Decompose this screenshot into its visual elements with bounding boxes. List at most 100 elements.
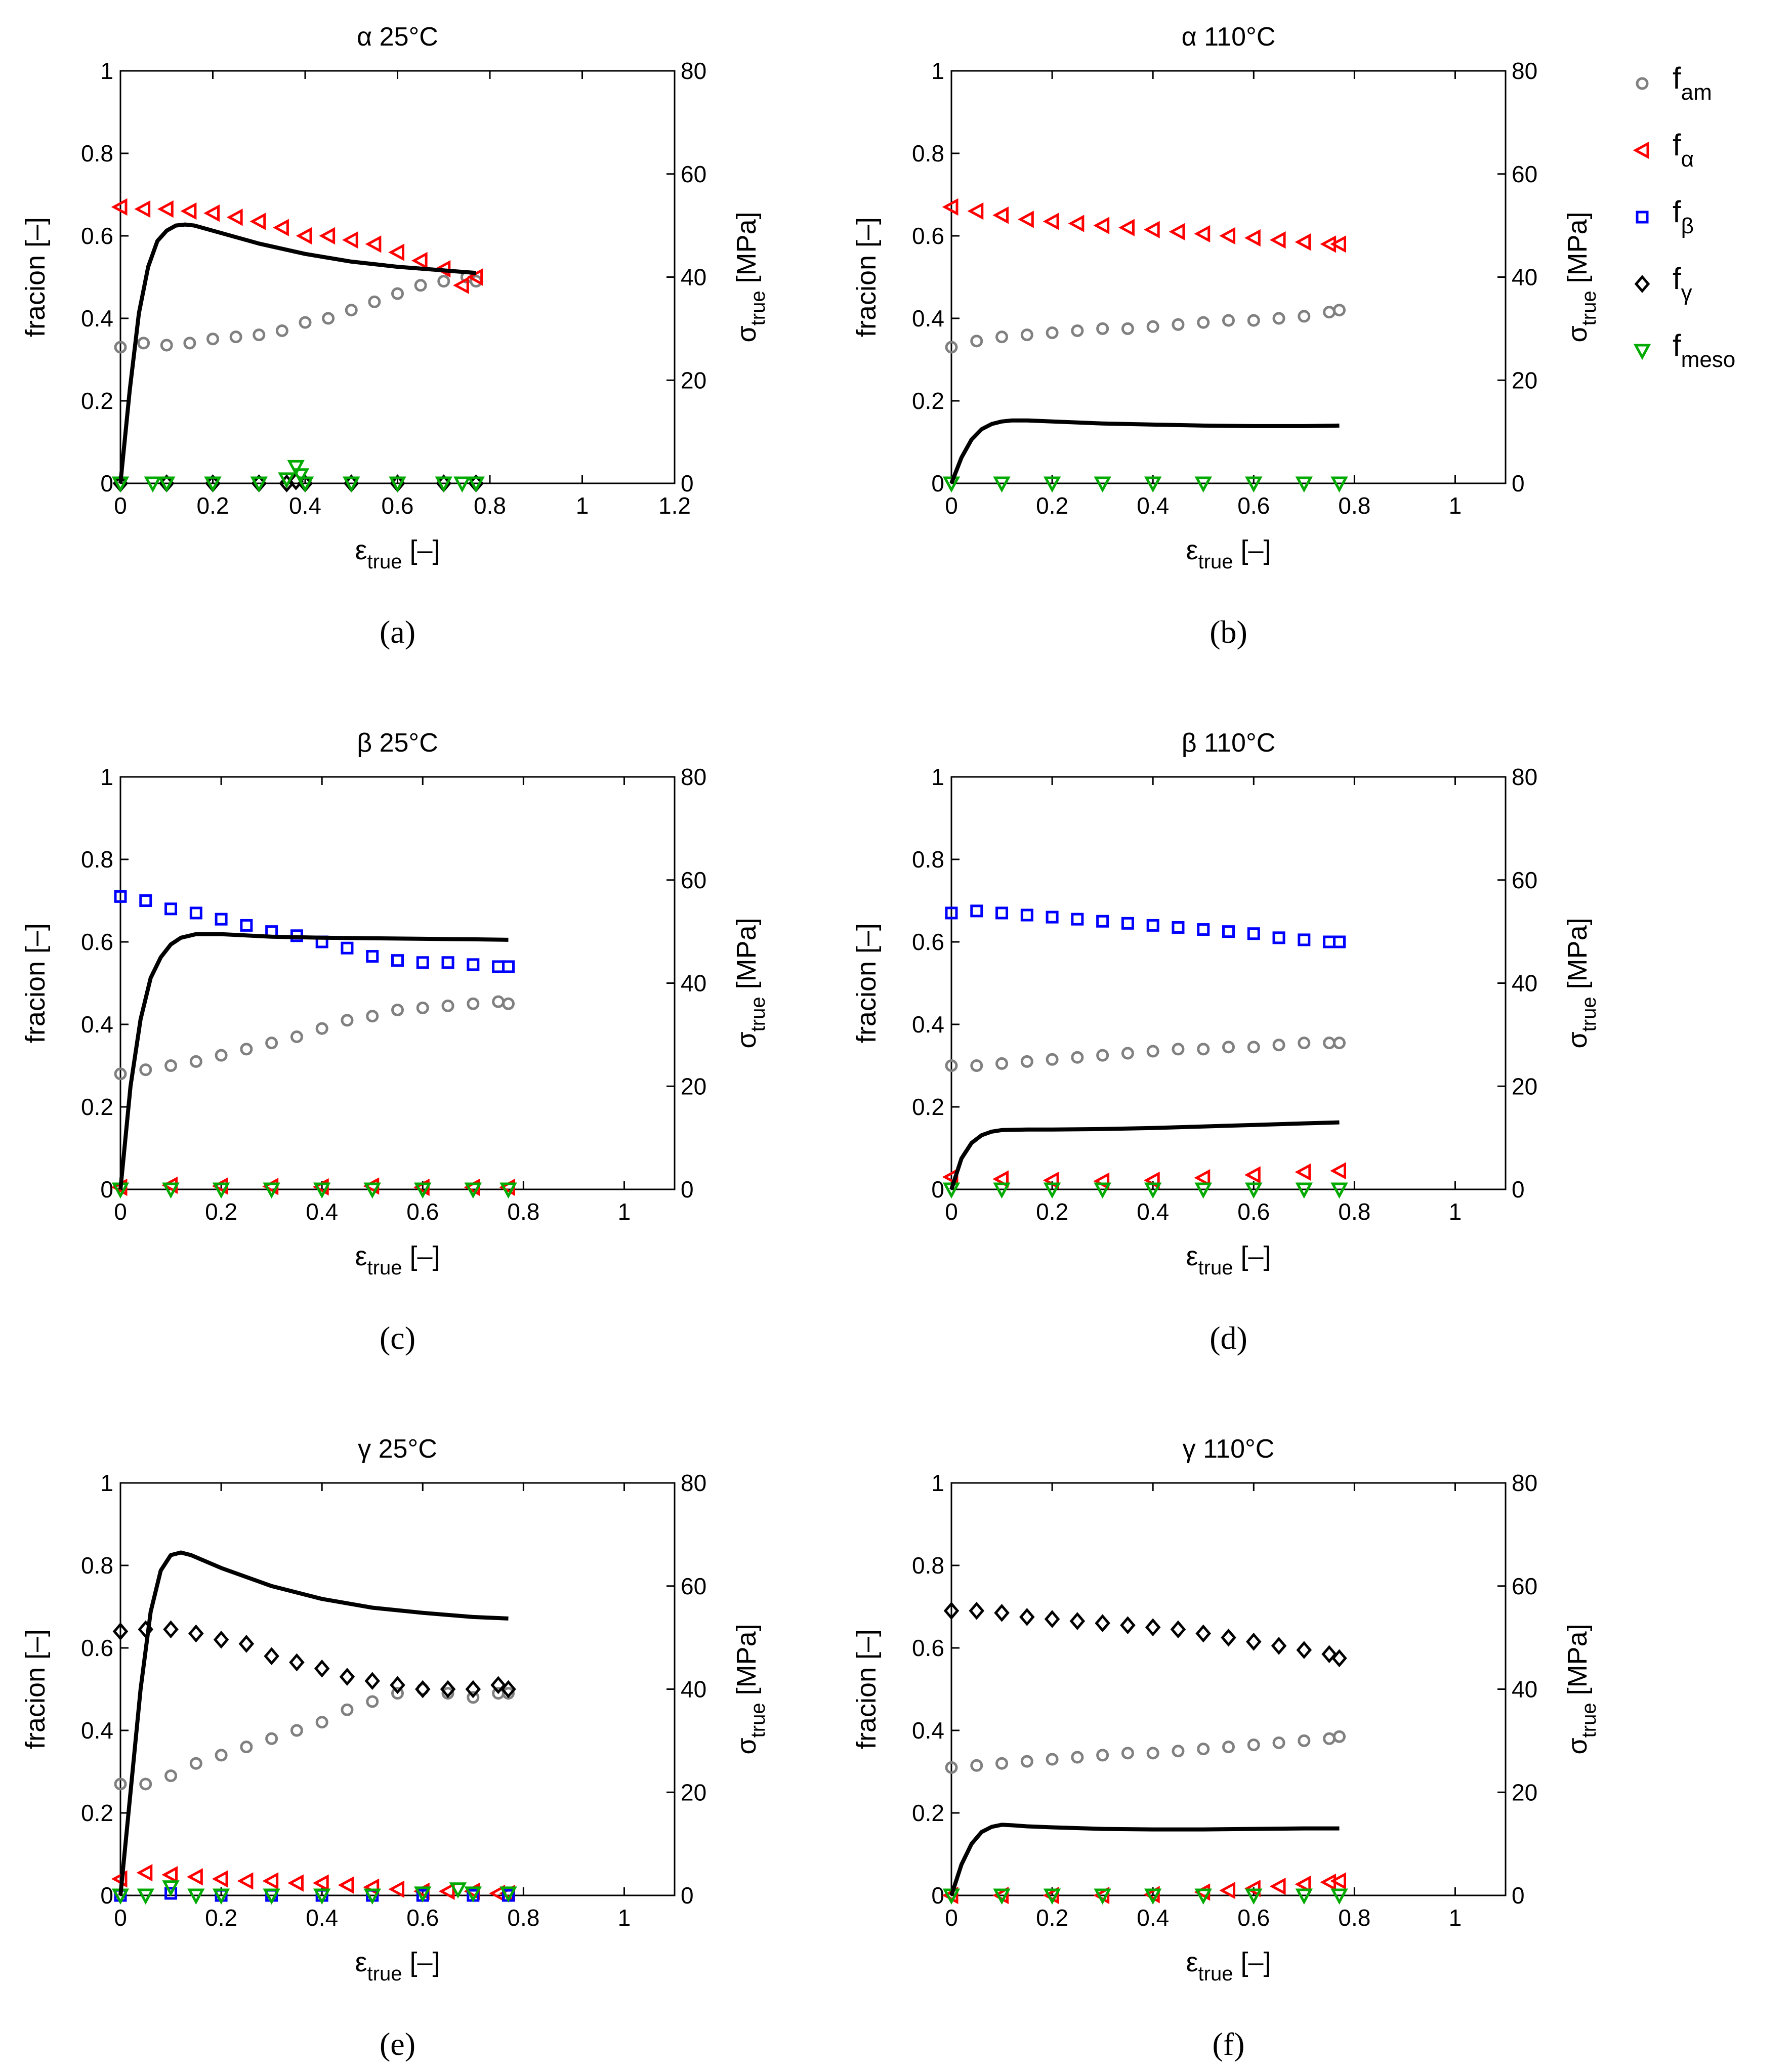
y2-tick-label: 60	[681, 1573, 706, 1599]
x-tick-label: 0.2	[1036, 1905, 1068, 1931]
data-point	[1121, 917, 1134, 930]
data-point	[1197, 923, 1210, 936]
x-tick-label: 0.2	[205, 1198, 237, 1225]
y-tick-label: 0	[100, 1882, 113, 1909]
y2-tick-label: 80	[681, 58, 706, 84]
y2-tick-label: 0	[1512, 1882, 1525, 1909]
data-point	[414, 1886, 432, 1903]
y2-tick-label: 40	[1512, 264, 1537, 291]
data-point	[995, 906, 1009, 920]
data-point	[1222, 1741, 1235, 1754]
y2-axis-label: σtrue [MPa]	[731, 212, 769, 342]
data-point	[1272, 1039, 1285, 1052]
data-point	[164, 902, 178, 916]
panel-caption: (a)	[380, 614, 415, 650]
data-point	[164, 1769, 178, 1783]
y2-tick-label: 20	[681, 1779, 706, 1805]
data-point	[215, 913, 228, 926]
data-point	[342, 231, 358, 249]
data-point	[1020, 1055, 1033, 1068]
data-point	[1069, 1612, 1086, 1630]
data-point	[265, 1037, 278, 1050]
data-point	[437, 275, 450, 288]
data-point	[189, 1757, 202, 1770]
data-point	[158, 476, 176, 493]
data-point	[139, 1063, 152, 1077]
data-point	[188, 1624, 204, 1643]
data-point	[945, 906, 958, 920]
data-point	[144, 476, 162, 493]
data-point	[435, 476, 452, 493]
data-point	[187, 1868, 203, 1886]
data-point	[1323, 306, 1336, 319]
data-point	[212, 1870, 228, 1888]
data-point	[1068, 215, 1085, 232]
data-point	[1096, 915, 1109, 928]
stress-curve	[118, 1550, 509, 1896]
data-point	[1144, 1888, 1162, 1905]
x-tick-label: 0.6	[1237, 1905, 1270, 1931]
legend-label: fmeso	[1673, 328, 1735, 372]
data-point	[464, 1886, 482, 1903]
data-point	[993, 476, 1011, 493]
y-tick-label: 0.8	[81, 140, 113, 167]
data-point	[1295, 476, 1313, 493]
x-tick-label: 1	[1449, 1198, 1462, 1225]
data-point	[492, 995, 505, 1008]
data-point	[1269, 231, 1286, 249]
x-tick-label: 0.6	[382, 492, 414, 519]
y-tick-label: 0.2	[81, 1800, 113, 1826]
x-tick-label: 0.4	[1137, 1198, 1169, 1225]
data-point	[467, 997, 480, 1010]
y-tick-label: 0.2	[81, 1094, 113, 1120]
data-point	[1245, 1888, 1263, 1905]
plot-frame	[119, 70, 676, 484]
y-tick-label: 0.8	[912, 1552, 944, 1579]
data-point	[112, 1622, 129, 1641]
series-f-meso	[111, 1182, 517, 1199]
panel-c: 0 0.2 0.4 0.6 0.8 1 0 0.2 0.4 0.6 0.8 1 0 20 40 60 80 β 2…	[20, 728, 769, 1356]
data-point	[1197, 1043, 1210, 1056]
y2-tick-label: 40	[681, 1676, 706, 1703]
data-point	[970, 335, 983, 348]
plot-frame	[119, 776, 676, 1190]
data-point	[264, 1647, 279, 1666]
x-tick-label: 1	[618, 1905, 631, 1931]
y-tick-label: 0.2	[912, 388, 944, 414]
data-point	[114, 890, 127, 903]
data-point	[453, 476, 471, 493]
y-tick-label: 0.2	[912, 1094, 944, 1120]
data-point	[238, 1635, 255, 1653]
data-point	[1298, 1037, 1311, 1050]
y-tick-label: 0.6	[81, 1635, 113, 1661]
legend-item: fmeso	[1633, 328, 1735, 372]
x-tick-label: 1	[618, 1198, 631, 1225]
data-point	[1046, 326, 1059, 340]
y-tick-label: 0.2	[912, 1800, 944, 1826]
data-point	[1330, 476, 1348, 493]
panel-title: γ 110°C	[1183, 1434, 1275, 1464]
legend: fam fα fβ fγ fmeso	[1633, 61, 1735, 372]
y-tick-label: 0	[931, 1882, 944, 1909]
y2-axis-label: σtrue [MPa]	[1562, 1624, 1600, 1754]
x-tick-label: 0	[114, 492, 127, 519]
data-point	[1194, 1888, 1212, 1905]
data-point	[389, 476, 406, 493]
data-point	[312, 1874, 329, 1892]
data-point	[1120, 1616, 1136, 1635]
data-point	[1071, 1051, 1084, 1064]
x-tick-label: 0.8	[1338, 1905, 1370, 1931]
y-tick-label: 0	[931, 470, 944, 497]
series-f-γ	[112, 1620, 516, 1699]
data-point	[1298, 1734, 1311, 1747]
x-tick-label: 1	[1449, 492, 1462, 519]
panel-title: γ 25°C	[358, 1434, 437, 1464]
data-point	[1330, 1182, 1348, 1199]
data-point	[1020, 328, 1033, 342]
data-point	[187, 1888, 205, 1905]
x-tick-label: 0.8	[1338, 492, 1370, 519]
data-point	[1094, 1182, 1111, 1199]
data-point	[1170, 1620, 1186, 1639]
data-point	[1331, 1649, 1347, 1668]
data-point	[1222, 314, 1235, 327]
